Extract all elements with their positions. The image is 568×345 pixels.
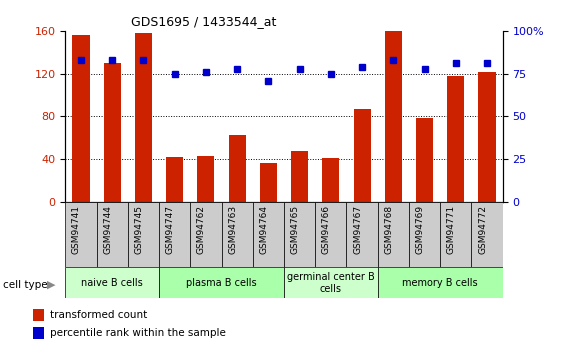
Text: GSM94745: GSM94745 — [135, 205, 144, 254]
Bar — [478, 72, 496, 202]
Text: plasma B cells: plasma B cells — [186, 278, 257, 288]
Bar — [416, 118, 433, 202]
Bar — [353, 109, 371, 202]
Text: GSM94765: GSM94765 — [291, 205, 300, 254]
Bar — [315, 202, 346, 267]
Text: transformed count: transformed count — [50, 310, 147, 320]
Bar — [135, 33, 152, 202]
Text: GSM94762: GSM94762 — [197, 205, 206, 254]
Bar — [409, 202, 440, 267]
Bar — [159, 202, 190, 267]
Text: GSM94766: GSM94766 — [322, 205, 331, 254]
Bar — [159, 267, 284, 298]
Bar — [197, 156, 215, 202]
Text: germinal center B
cells: germinal center B cells — [287, 272, 375, 294]
Bar — [190, 202, 222, 267]
Bar — [284, 267, 378, 298]
Bar — [260, 164, 277, 202]
Text: ▶: ▶ — [47, 280, 56, 289]
Text: GSM94763: GSM94763 — [228, 205, 237, 254]
Bar — [471, 202, 503, 267]
Text: GSM94744: GSM94744 — [103, 205, 112, 254]
Bar — [128, 202, 159, 267]
Bar — [291, 151, 308, 202]
Text: GSM94741: GSM94741 — [72, 205, 81, 254]
Bar — [322, 158, 340, 202]
Text: naive B cells: naive B cells — [81, 278, 143, 288]
Text: GSM94767: GSM94767 — [353, 205, 362, 254]
Bar — [65, 202, 97, 267]
Bar — [378, 202, 409, 267]
Text: GSM94769: GSM94769 — [416, 205, 424, 254]
Bar — [228, 135, 246, 202]
Text: GSM94772: GSM94772 — [478, 205, 487, 254]
Bar — [284, 202, 315, 267]
Text: memory B cells: memory B cells — [402, 278, 478, 288]
Text: cell type: cell type — [3, 280, 48, 289]
Bar — [65, 267, 159, 298]
Bar — [440, 202, 471, 267]
Bar — [222, 202, 253, 267]
Text: GDS1695 / 1433544_at: GDS1695 / 1433544_at — [131, 16, 276, 29]
Text: GSM94771: GSM94771 — [447, 205, 456, 254]
Text: GSM94747: GSM94747 — [166, 205, 175, 254]
Bar — [346, 202, 378, 267]
Bar — [253, 202, 284, 267]
Bar — [166, 157, 183, 202]
Bar — [447, 76, 465, 202]
Bar — [33, 327, 44, 339]
Text: GSM94768: GSM94768 — [385, 205, 393, 254]
Text: GSM94764: GSM94764 — [260, 205, 268, 254]
Bar — [72, 35, 90, 202]
Text: percentile rank within the sample: percentile rank within the sample — [50, 328, 226, 338]
Bar — [378, 267, 503, 298]
Bar — [33, 309, 44, 321]
Bar — [97, 202, 128, 267]
Bar — [385, 31, 402, 202]
Bar — [103, 63, 121, 202]
